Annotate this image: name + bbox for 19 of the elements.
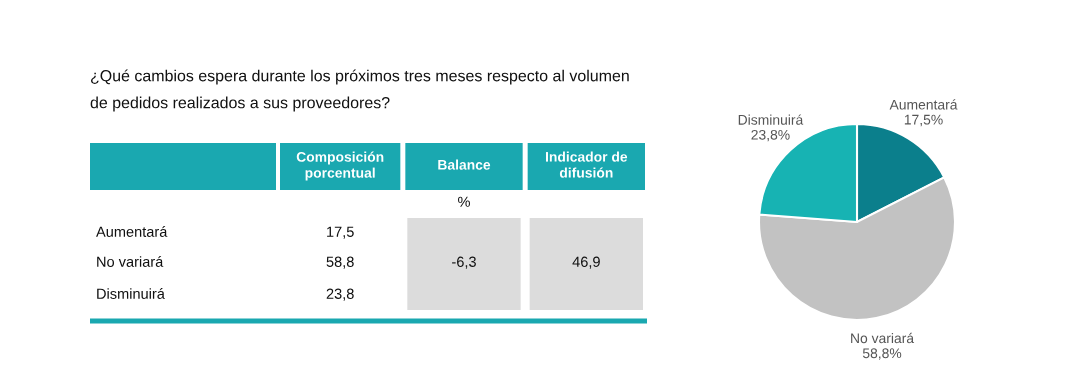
data-label: 58,8%	[862, 348, 902, 360]
text: Balance	[438, 159, 491, 170]
slice-label: No variará	[851, 332, 915, 344]
text: Indicador de difusión	[545, 151, 628, 178]
slice-label: Aumentará	[889, 99, 958, 110]
text: ¿Qué cambios espera durante los próximos tres meses respecto al volumen de pedidos realizados a sus proveedores?	[90, 69, 629, 112]
data-label: 17,5%	[904, 114, 943, 127]
text: 23,8	[326, 288, 354, 301]
text: Aumentará	[96, 226, 168, 237]
text: No variará	[97, 256, 164, 267]
text: 46,9	[572, 256, 600, 269]
data-label: 23,8%	[751, 129, 790, 142]
text: 17,5	[327, 226, 354, 239]
slice-label: Disminuirá	[738, 114, 804, 125]
text: Disminuirá	[97, 288, 165, 299]
text: Composición porcentual	[296, 151, 384, 181]
text: 58,8	[326, 256, 354, 269]
text: -6,3	[452, 256, 476, 269]
text: %	[458, 196, 470, 207]
